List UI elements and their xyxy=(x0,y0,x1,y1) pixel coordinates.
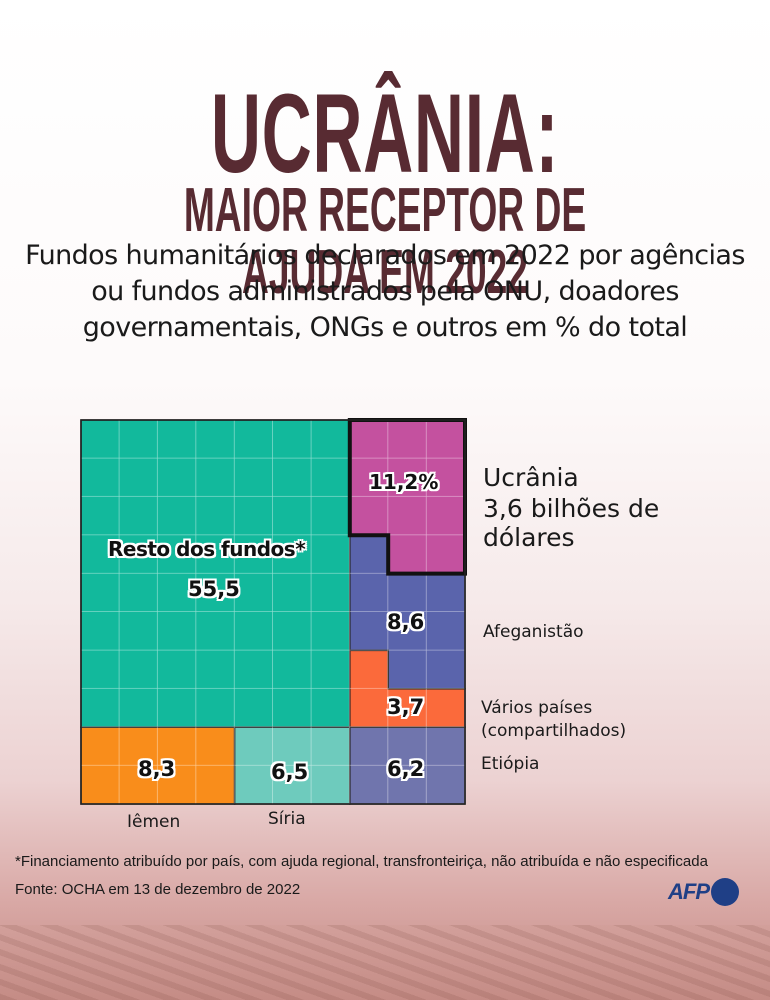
iemen-value: 8,3 xyxy=(138,757,176,781)
siria-value: 6,5 xyxy=(271,760,309,784)
resto-value: 55,5 xyxy=(188,577,240,601)
ucrania-amount-line2: dólares xyxy=(483,523,575,552)
ucrania-value: 11,2% xyxy=(369,470,439,494)
background-rubble-photo xyxy=(0,925,770,1000)
afeganistao-name: Afeganistão xyxy=(483,622,584,642)
siria-name: Síria xyxy=(268,809,306,829)
iemen-name: Iêmen xyxy=(127,812,181,832)
source: Fonte: OCHA em 13 de dezembro de 2022 xyxy=(15,881,301,898)
ucrania-name: Ucrânia xyxy=(483,463,579,492)
varios-name-line2: (compartilhados) xyxy=(481,721,627,741)
afeganistao-value: 8,6 xyxy=(387,610,425,634)
ucrania-amount-line1: 3,6 bilhões de xyxy=(483,494,660,523)
resto-label: Resto dos fundos* xyxy=(108,537,306,561)
footnote: *Financiamento atribuído por país, com a… xyxy=(15,853,708,870)
etiopia-value: 6,2 xyxy=(387,757,425,781)
afp-logo-text: AFP xyxy=(668,879,710,904)
subtitle: Fundos humanitários declarados em 2022 p… xyxy=(25,240,745,343)
title-line-1: UCRÂNIA: xyxy=(210,71,560,196)
varios-name-line1: Vários países xyxy=(481,698,593,718)
afp-logo-circle-icon xyxy=(711,878,739,906)
etiopia-name: Etiópia xyxy=(481,754,540,774)
varios-value: 3,7 xyxy=(387,695,425,719)
afp-logo: AFP xyxy=(668,878,739,906)
grid-lines xyxy=(81,420,465,804)
chart-border xyxy=(80,419,466,805)
title-line-2: MAIOR RECEPTOR DE AJUDA EM 2022 xyxy=(183,176,587,307)
